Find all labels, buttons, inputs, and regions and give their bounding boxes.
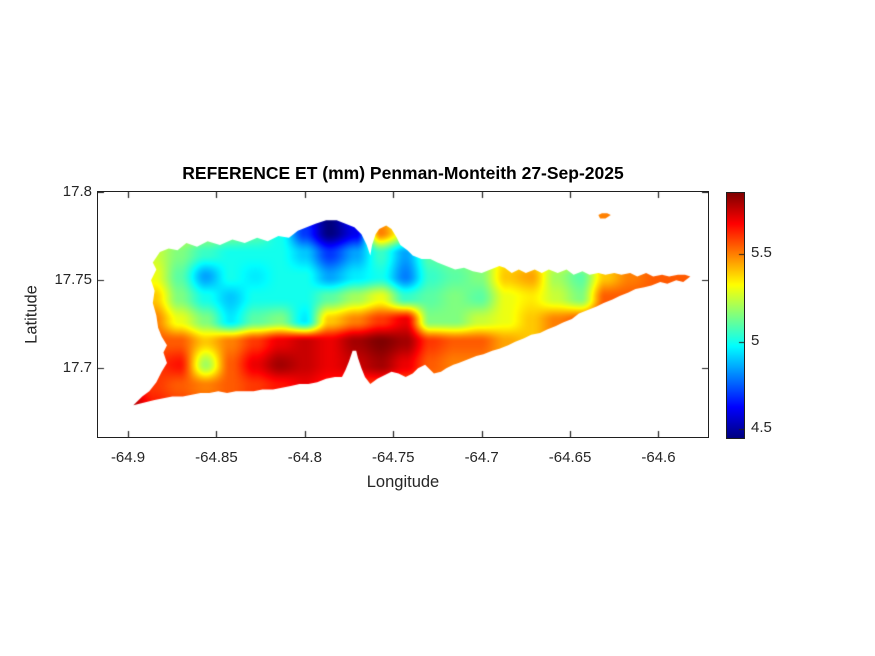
colorbar-tick-label: 4.5 [751, 419, 772, 437]
x-tick-label: -64.7 [464, 449, 499, 466]
y-tick-label: 17.75 [54, 271, 92, 289]
x-tick-label: -64.85 [195, 449, 238, 466]
y-tick-label: 17.8 [62, 183, 92, 200]
heatmap-canvas [97, 191, 708, 437]
colorbar-canvas [727, 193, 744, 438]
chart-title: REFERENCE ET (mm) Penman-Monteith 27-Sep… [182, 163, 624, 183]
x-tick-label: -64.75 [371, 449, 415, 466]
x-axis-label: Longitude [366, 473, 440, 491]
y-tick-label: 17.7 [62, 359, 92, 377]
x-tick-label: -64.6 [641, 449, 676, 466]
x-tick-label: -64.8 [287, 449, 322, 466]
plot-area [96, 190, 709, 438]
colorbar-tick-label: 5.5 [751, 244, 772, 262]
colorbar-tick-label: 5 [751, 331, 760, 349]
x-tick-label: -64.65 [548, 449, 592, 466]
y-axis-label: Latitude [22, 285, 41, 344]
x-tick-label: -64.9 [110, 449, 146, 466]
colorbar [726, 192, 745, 439]
